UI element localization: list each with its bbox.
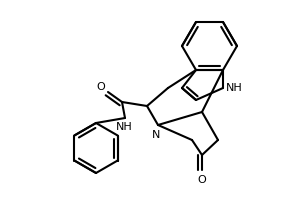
Text: N: N xyxy=(152,130,160,140)
Text: NH: NH xyxy=(116,122,132,132)
Text: O: O xyxy=(96,82,105,92)
Text: NH: NH xyxy=(226,83,243,93)
Text: O: O xyxy=(198,175,206,185)
